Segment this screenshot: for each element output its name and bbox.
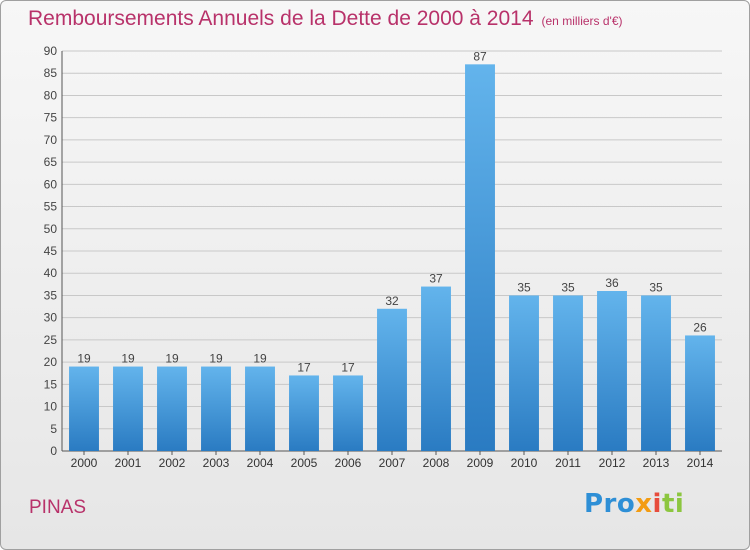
data-label: 35 <box>561 280 575 294</box>
bar-2006 <box>333 375 363 451</box>
y-tick-label: 70 <box>44 133 58 147</box>
chart-unit: (en milliers d'€) <box>541 14 623 28</box>
x-tick-label: 2003 <box>203 456 230 470</box>
data-label: 35 <box>649 280 663 294</box>
data-label: 19 <box>77 352 91 366</box>
labels: 0 5 10 15 20 25 30 35 40 45 50 55 60 65 70 75 80 85 90 2000… <box>44 44 714 470</box>
y-tick-label: 80 <box>44 88 58 102</box>
x-tick-label: 2013 <box>643 456 670 470</box>
bar-2009 <box>465 64 495 452</box>
data-label: 36 <box>605 276 619 290</box>
x-tick-label: 2009 <box>467 456 494 470</box>
y-tick-label: 50 <box>44 222 58 236</box>
y-tick-label: 30 <box>44 311 58 325</box>
data-label: 32 <box>385 294 399 308</box>
bar-2002 <box>157 366 187 451</box>
data-label: 17 <box>297 360 311 374</box>
y-tick-label: 15 <box>44 377 58 391</box>
x-tick-label: 2002 <box>159 456 186 470</box>
chart-title-text: Remboursements Annuels de la Dette de 20… <box>28 7 534 30</box>
logo-part-1: Pro <box>584 489 636 519</box>
bar-2011 <box>553 295 583 451</box>
chart-title: Remboursements Annuels de la Dette de 20… <box>28 7 623 31</box>
data-label: 19 <box>209 352 223 366</box>
y-tick-label: 85 <box>44 66 58 80</box>
bar-2001 <box>113 366 143 451</box>
x-tick-label: 2008 <box>423 456 450 470</box>
y-tick-label: 40 <box>44 266 58 280</box>
y-tick-label: 25 <box>44 333 58 347</box>
logo-part-2: x <box>635 489 653 519</box>
data-label: 26 <box>693 320 707 334</box>
bars <box>69 64 715 452</box>
y-tick-label: 75 <box>44 111 58 125</box>
bar-2007 <box>377 308 407 451</box>
bar-2004 <box>245 366 275 451</box>
x-tick-label: 2010 <box>511 456 538 470</box>
y-tick-label: 35 <box>44 288 58 302</box>
data-label: 35 <box>517 280 531 294</box>
y-tick-label: 60 <box>44 177 58 191</box>
bar-2005 <box>289 375 319 451</box>
y-tick-label: 5 <box>50 422 57 436</box>
x-tick-label: 2005 <box>291 456 318 470</box>
x-tick-label: 2000 <box>71 456 98 470</box>
bar-2003 <box>201 366 231 451</box>
data-label: 37 <box>429 272 443 286</box>
bar-2013 <box>641 295 671 451</box>
data-label: 87 <box>473 49 487 63</box>
bar-2008 <box>421 286 451 451</box>
y-tick-label: 45 <box>44 244 58 258</box>
bar-2012 <box>597 291 627 451</box>
bar-chart: 0 5 10 15 20 25 30 35 40 45 50 55 60 65 70 75 80 85 90 2000… <box>44 44 722 470</box>
x-tick-label: 2014 <box>687 456 714 470</box>
x-tick-label: 2012 <box>599 456 626 470</box>
y-tick-label: 10 <box>44 400 58 414</box>
bar-2014 <box>685 335 715 451</box>
x-tick-label: 2001 <box>115 456 142 470</box>
data-label: 19 <box>121 352 135 366</box>
data-label: 19 <box>253 352 267 366</box>
logo-part-3: i <box>652 489 662 519</box>
y-tick-label: 90 <box>44 44 58 58</box>
x-tick-label: 2011 <box>555 456 581 470</box>
x-tick-label: 2004 <box>247 456 274 470</box>
bar-2010 <box>509 295 539 451</box>
bar-2000 <box>69 366 99 451</box>
y-tick-label: 65 <box>44 155 58 169</box>
data-label: 17 <box>341 360 355 374</box>
logo-part-4: ti <box>661 489 685 519</box>
x-tick-label: 2007 <box>379 456 406 470</box>
x-tick-label: 2006 <box>335 456 362 470</box>
y-tick-label: 0 <box>50 444 57 458</box>
y-tick-label: 20 <box>44 355 58 369</box>
proxiti-logo[interactable]: Proxiti <box>584 489 684 519</box>
data-label: 19 <box>165 352 179 366</box>
y-tick-label: 55 <box>44 200 58 214</box>
location-label: PINAS <box>29 497 87 518</box>
